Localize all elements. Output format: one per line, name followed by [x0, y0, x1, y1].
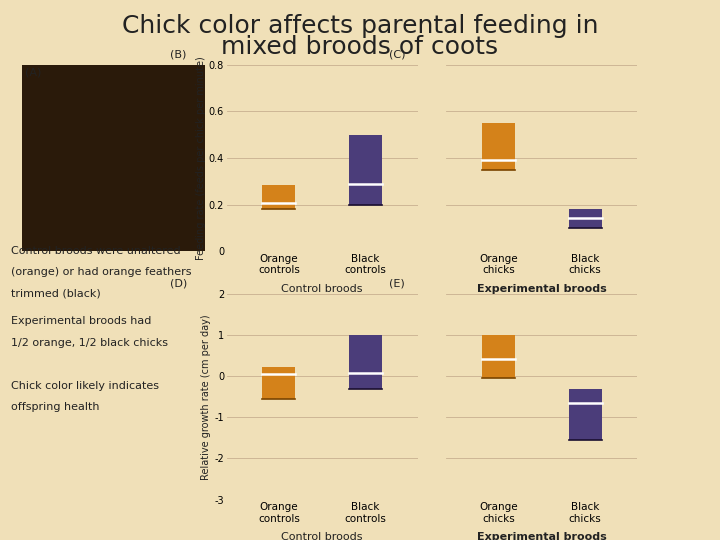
Text: Control broods were unaltered: Control broods were unaltered: [11, 246, 181, 256]
Text: 1/2 orange, 1/2 black chicks: 1/2 orange, 1/2 black chicks: [11, 338, 168, 348]
X-axis label: Control broods: Control broods: [282, 284, 363, 294]
Y-axis label: Feeding rate (feeds per chick per minute): Feeding rate (feeds per chick per minute…: [196, 56, 206, 260]
Text: (B): (B): [170, 49, 186, 59]
Text: mixed broods of coots: mixed broods of coots: [222, 35, 498, 59]
Y-axis label: Relative growth rate (cm per day): Relative growth rate (cm per day): [202, 314, 212, 480]
Text: (A): (A): [25, 68, 42, 78]
Text: Chick color likely indicates: Chick color likely indicates: [11, 381, 159, 391]
Bar: [569, 389, 602, 440]
Text: trimmed (black): trimmed (black): [11, 289, 101, 299]
Text: (E): (E): [389, 278, 405, 288]
Text: Experimental broods had: Experimental broods had: [11, 316, 151, 326]
Bar: [482, 335, 515, 379]
Text: offspring health: offspring health: [11, 402, 99, 413]
Text: Chick color affects parental feeding in: Chick color affects parental feeding in: [122, 14, 598, 37]
Text: (orange) or had orange feathers: (orange) or had orange feathers: [11, 267, 192, 278]
X-axis label: Experimental broods: Experimental broods: [477, 532, 607, 540]
Bar: [482, 123, 515, 170]
X-axis label: Experimental broods: Experimental broods: [477, 284, 607, 294]
Bar: [349, 334, 382, 389]
Bar: [262, 367, 295, 399]
Bar: [349, 134, 382, 205]
X-axis label: Control broods: Control broods: [282, 532, 363, 540]
Bar: [569, 209, 602, 228]
Text: (D): (D): [170, 278, 186, 288]
Text: (C): (C): [389, 49, 405, 59]
Bar: [262, 185, 295, 209]
